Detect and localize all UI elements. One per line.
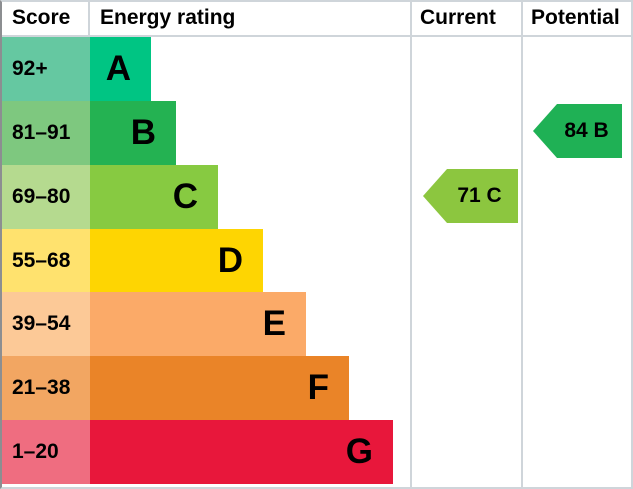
rating-bar-c: C [90, 164, 218, 229]
rating-bar-d: D [90, 228, 263, 293]
chart-header: Score Energy rating Current Potential [2, 2, 631, 37]
header-score: Score [2, 2, 90, 35]
score-range-f: 21–38 [2, 356, 90, 421]
rating-bar-f: F [90, 356, 349, 421]
rating-bar-b: B [90, 100, 176, 165]
band-row-b: 81–91 B [2, 100, 631, 165]
score-range-c: 69–80 [2, 164, 90, 229]
potential-rating-label: 84 B [564, 119, 609, 142]
band-letter-c: C [172, 176, 198, 216]
score-range-g: 1–20 [2, 420, 90, 485]
band-row-c: 69–80 C [2, 164, 631, 229]
header-current: Current [420, 6, 496, 29]
band-letter-f: F [307, 368, 329, 408]
current-rating-label: 71 C [457, 184, 502, 207]
band-letter-a: A [105, 48, 131, 88]
score-range-d: 55–68 [2, 228, 90, 293]
band-letter-d: D [217, 240, 243, 280]
rating-bar-e: E [90, 292, 306, 357]
rating-bar-a: A [90, 37, 151, 101]
header-energy-rating: Energy rating [100, 6, 236, 29]
score-range-b: 81–91 [2, 100, 90, 165]
band-row-f: 21–38 F [2, 356, 631, 421]
band-row-d: 55–68 D [2, 228, 631, 293]
band-rows: 92+ A 81–91 B 69–80 C 55–68 D 39–54 E 21… [2, 37, 631, 485]
band-letter-b: B [130, 112, 156, 152]
current-column-divider [410, 2, 412, 487]
score-range-e: 39–54 [2, 292, 90, 357]
header-potential: Potential [531, 6, 620, 29]
band-row-a: 92+ A [2, 37, 631, 101]
score-range-a: 92+ [2, 37, 90, 101]
band-row-e: 39–54 E [2, 292, 631, 357]
rating-bar-g: G [90, 420, 393, 485]
band-letter-e: E [262, 304, 286, 344]
potential-column-divider [521, 2, 523, 487]
band-letter-g: G [345, 432, 373, 472]
band-row-g: 1–20 G [2, 420, 631, 485]
